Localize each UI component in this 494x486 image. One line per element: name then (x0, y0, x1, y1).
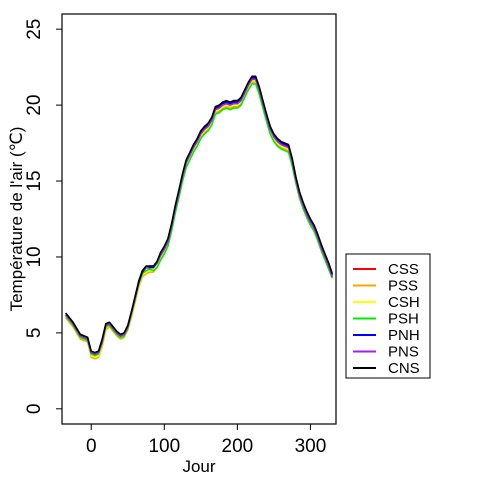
legend-label-cns: CNS (388, 360, 420, 377)
x-tick-label: 200 (222, 436, 254, 457)
y-tick-label: 0 (24, 404, 45, 415)
x-axis: 0 100 200 300 (86, 424, 326, 457)
legend-label-css: CSS (388, 261, 419, 278)
plot-frame (61, 13, 337, 425)
x-tick-label: 100 (148, 436, 180, 457)
legend-label-pnh: PNH (388, 327, 420, 344)
series-line-psh (65, 83, 334, 357)
y-tick-label: 5 (24, 328, 45, 339)
legend-label-psh: PSH (388, 311, 419, 328)
y-axis: 0 5 10 15 20 25 (24, 19, 62, 414)
legend-label-pss: PSS (388, 278, 418, 295)
x-tick-label: 300 (295, 436, 327, 457)
series-line-pns (65, 78, 334, 355)
y-tick-label: 20 (24, 95, 45, 116)
series-line-pnh (65, 77, 334, 355)
legend-label-csh: CSH (388, 294, 420, 311)
legend-box (345, 253, 431, 379)
y-tick-label: 25 (24, 19, 45, 40)
x-tick-label: 0 (86, 436, 97, 457)
y-axis-title: Température de l'air (℃) (7, 127, 26, 312)
x-axis-title: Jour (182, 457, 215, 476)
series-line-pss (65, 81, 334, 360)
series-line-css (65, 78, 334, 355)
series-line-csh (65, 80, 334, 359)
legend-label-pns: PNS (388, 344, 419, 361)
series-line-cns (65, 75, 334, 354)
series-group (65, 75, 334, 360)
y-tick-label: 10 (24, 246, 45, 267)
y-tick-label: 15 (24, 170, 45, 191)
